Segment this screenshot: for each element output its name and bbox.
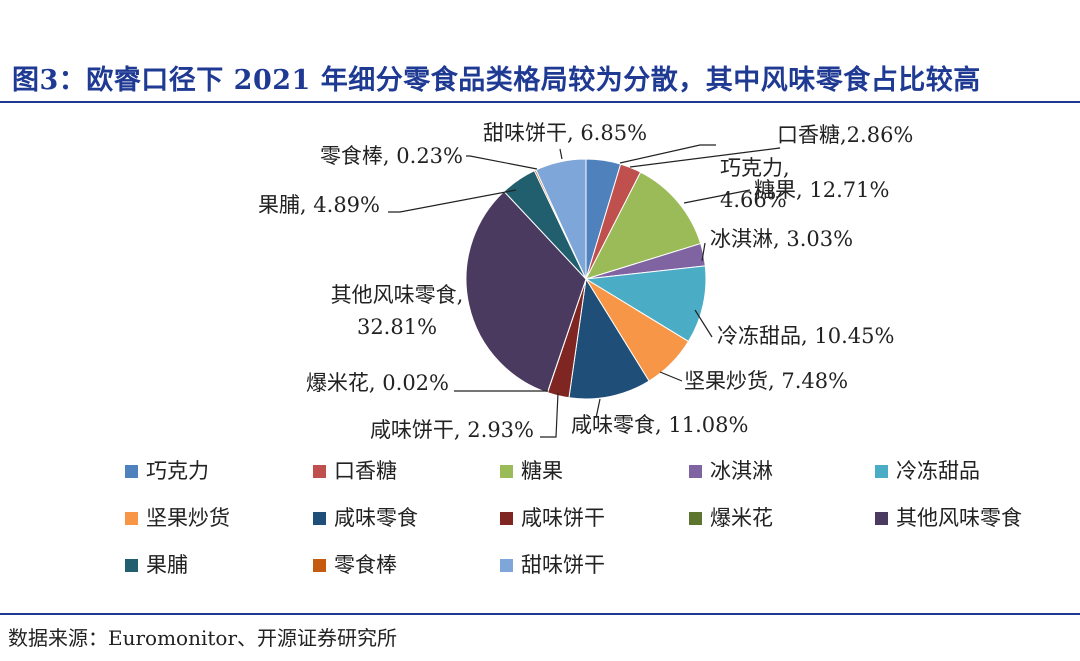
leader-line-巧克力 xyxy=(619,144,716,164)
legend-label: 糖果 xyxy=(521,459,563,483)
leader-line-冰淇淋 xyxy=(701,242,706,262)
legend-swatch xyxy=(125,512,138,525)
legend-item-零食棒: 零食棒 xyxy=(313,553,397,577)
leader-line-坚果炒货 xyxy=(659,371,683,382)
data-labels: 巧克力, 4.66% 口香糖,2.86% 糖果, 12.71% 冰淇淋, 3.03% 冷冻… xyxy=(258,121,913,442)
legend-item-糖果: 糖果 xyxy=(500,459,563,483)
data-label-咸味零食: 咸味零食, 11.08% xyxy=(571,413,748,437)
legend-label: 果脯 xyxy=(146,553,188,577)
legend-item-巧克力: 巧克力 xyxy=(125,459,209,483)
legend-swatch xyxy=(125,465,138,478)
legend-label: 甜味饼干 xyxy=(521,553,605,577)
legend-item-冷冻甜品: 冷冻甜品 xyxy=(875,459,980,483)
data-label-冷冻甜品: 冷冻甜品, 10.45% xyxy=(717,324,894,348)
legend-item-冰淇淋: 冰淇淋 xyxy=(689,459,773,483)
legend-label: 巧克力 xyxy=(146,459,209,483)
data-label-冰淇淋: 冰淇淋, 3.03% xyxy=(710,227,853,251)
legend-label: 口香糖 xyxy=(334,459,397,483)
data-label-零食棒: 零食棒, 0.23% xyxy=(320,144,463,168)
legend-swatch xyxy=(689,465,702,478)
legend-item-坚果炒货: 坚果炒货 xyxy=(125,506,230,530)
figure-title: 图3：欧睿口径下 2021 年细分零食品类格局较为分散，其中风味零食占比较高 xyxy=(12,65,981,96)
legend-swatch xyxy=(125,559,138,572)
legend-item-甜味饼干: 甜味饼干 xyxy=(500,553,605,577)
leader-line-冷冻甜品 xyxy=(694,309,713,338)
legend-swatch xyxy=(313,512,326,525)
legend-swatch xyxy=(313,559,326,572)
legend-label: 坚果炒货 xyxy=(146,506,230,530)
data-label-巧克力: 巧克力, 4.66% xyxy=(720,156,790,212)
bottom-rule xyxy=(0,613,1080,615)
legend-label: 爆米花 xyxy=(710,506,773,530)
legend-swatch xyxy=(500,559,513,572)
legend-item-其他风味零食: 其他风味零食 xyxy=(875,506,1022,530)
leader-line-果脯 xyxy=(388,189,517,213)
source-note: 数据来源：Euromonitor、开源证券研究所 xyxy=(8,626,398,650)
legend-item-咸味饼干: 咸味饼干 xyxy=(500,506,605,530)
legend-swatch xyxy=(875,512,888,525)
leader-line-糖果 xyxy=(683,189,751,204)
pie-slice-咸味零食 xyxy=(568,277,650,400)
data-label-糖果: 糖果, 12.71% xyxy=(754,178,889,202)
pie-slice-其他风味零食 xyxy=(465,190,587,394)
legend-item-口香糖: 口香糖 xyxy=(313,459,397,483)
data-label-甜味饼干: 甜味饼干, 6.85% xyxy=(483,121,647,145)
legend-label: 零食棒 xyxy=(334,553,397,577)
legend-swatch xyxy=(689,512,702,525)
top-rule xyxy=(0,101,1080,103)
leader-line-口香糖 xyxy=(629,147,781,168)
data-label-咸味饼干: 咸味饼干, 2.93% xyxy=(370,418,534,442)
pie-slices xyxy=(465,158,707,400)
leader-line-甜味饼干 xyxy=(559,148,563,160)
pie-slice-甜味饼干 xyxy=(535,158,587,280)
leader-line-咸味零食 xyxy=(595,398,601,419)
data-label-坚果炒货: 坚果炒货, 7.48% xyxy=(684,369,848,393)
legend-swatch xyxy=(500,512,513,525)
legend-swatch xyxy=(875,465,888,478)
leader-line-零食棒 xyxy=(466,155,538,170)
legend-item-果脯: 果脯 xyxy=(125,553,188,577)
pie-slice-冷冻甜品 xyxy=(584,265,707,343)
legend-item-爆米花: 爆米花 xyxy=(689,506,773,530)
data-label-果脯: 果脯, 4.89% xyxy=(258,193,380,217)
legend-swatch xyxy=(313,465,326,478)
data-label-口香糖: 口香糖,2.86% xyxy=(777,123,913,147)
data-label-其他风味零食: 其他风味零食, 32.81% xyxy=(331,283,464,339)
leader-line-咸味饼干 xyxy=(540,392,559,438)
legend-label: 冰淇淋 xyxy=(710,459,773,483)
legend-swatch xyxy=(500,465,513,478)
legend-label: 冷冻甜品 xyxy=(896,459,980,483)
legend-label: 其他风味零食 xyxy=(896,506,1022,530)
data-label-爆米花: 爆米花, 0.02% xyxy=(306,371,449,395)
legend-label: 咸味饼干 xyxy=(521,506,605,530)
legend-label: 咸味零食 xyxy=(334,506,418,530)
legend-item-咸味零食: 咸味零食 xyxy=(313,506,418,530)
